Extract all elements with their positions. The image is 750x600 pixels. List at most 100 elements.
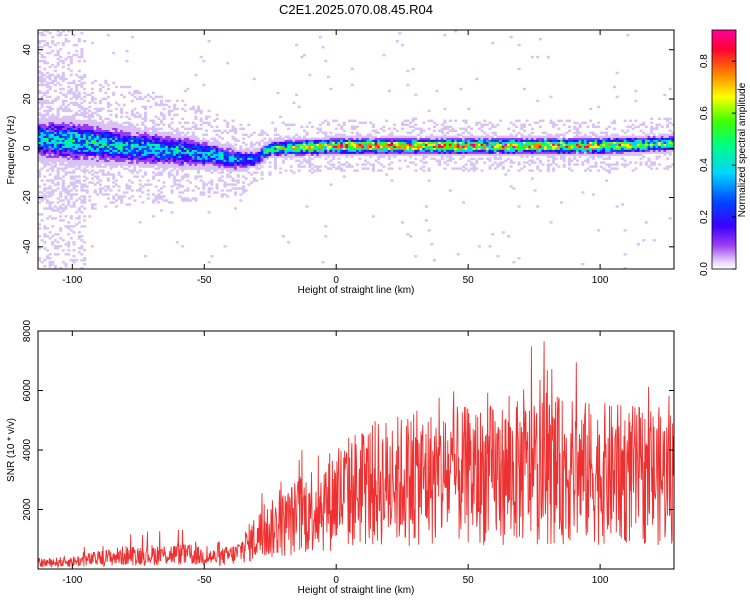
spectrogram-cell	[59, 149, 63, 152]
spectrogram-cell	[406, 141, 410, 144]
spectrogram-cell	[38, 197, 41, 200]
spectrogram-cell	[114, 163, 118, 166]
spectrogram-cell	[101, 121, 105, 124]
spectrogram-cell	[406, 57, 410, 61]
spectrogram-cell	[122, 127, 126, 130]
spectrogram-cell	[141, 145, 145, 148]
spectrogram-cell	[46, 145, 49, 148]
spectrogram-cell	[530, 159, 534, 162]
spectrogram-cell	[69, 61, 73, 65]
spectrogram-cell	[109, 119, 113, 122]
spectrogram-cell	[321, 45, 325, 49]
spectrogram-cell	[305, 147, 309, 150]
spectrogram-cell	[59, 245, 63, 248]
spectrogram-cell	[212, 161, 216, 164]
spectrogram-cell	[197, 161, 200, 164]
spectrogram-cell	[292, 155, 296, 158]
spectrogram-cell	[173, 163, 177, 166]
spectrogram-cell	[517, 67, 521, 71]
spectrogram-cell	[205, 155, 208, 158]
spectrogram-cell	[257, 163, 261, 166]
spectrogram-cell	[639, 153, 643, 156]
spectrogram-cell	[403, 139, 407, 142]
spectrogram-cell	[83, 257, 87, 260]
spectrogram-cell	[83, 189, 87, 192]
spectrogram-cell	[422, 155, 426, 158]
spectrogram-cell	[287, 139, 291, 142]
spectrogram-cell	[287, 141, 291, 144]
spectrogram-cell	[43, 131, 47, 134]
spectrogram-cell	[356, 141, 359, 144]
spectrogram-cell	[464, 163, 468, 166]
spectrogram-cell	[419, 137, 423, 140]
spectrogram-cell	[43, 34, 47, 37]
spectrogram-cell	[326, 139, 330, 142]
spectrogram-cell	[106, 127, 110, 130]
spectrogram-cell	[175, 179, 179, 182]
spectrogram-cell	[300, 141, 304, 144]
spectrogram-cell	[576, 127, 579, 130]
spectrogram-cell	[366, 153, 370, 156]
spectrogram-cell	[483, 119, 487, 122]
spectrogram-cell	[599, 151, 603, 154]
spectrogram-cell	[599, 149, 603, 152]
spectrogram-cell	[93, 97, 97, 101]
spectrogram-cell	[552, 161, 556, 164]
spectrogram-cell	[85, 145, 89, 148]
spectrogram-cell	[644, 163, 648, 166]
spectrogram-cell	[552, 157, 556, 160]
spectrogram-cell	[475, 77, 479, 81]
spectrogram-cell	[406, 69, 410, 73]
spectrogram-cell	[197, 157, 200, 160]
spectrogram-cell	[329, 183, 333, 186]
spectrogram-cell	[104, 153, 108, 156]
spectrogram-cell	[544, 149, 548, 152]
spectrogram-cell	[523, 143, 526, 146]
spectrogram-cell	[568, 149, 571, 152]
spectrogram-cell	[64, 57, 68, 61]
spectrogram-cell	[303, 165, 306, 168]
spectrogram-cell	[387, 155, 391, 158]
spectrogram-cell	[257, 159, 261, 162]
spectrogram-cell	[337, 165, 341, 168]
spectrogram-cell	[48, 141, 52, 144]
spectrogram-cell	[411, 153, 415, 156]
spectrogram-cell	[194, 153, 198, 156]
spectrogram-cell	[212, 149, 216, 152]
spectrogram-cell	[369, 151, 373, 154]
spectrogram-cell	[411, 151, 415, 154]
spectrogram-cell	[165, 165, 169, 168]
spectrogram-cell	[104, 117, 108, 120]
spectrogram-cell	[477, 127, 481, 130]
spectrogram-cell	[432, 151, 436, 154]
spectrogram-cell	[403, 145, 407, 148]
spectrogram-cell	[91, 41, 94, 45]
spectrogram-cell	[414, 135, 418, 138]
spectrogram-cell	[242, 127, 246, 130]
spectrogram-cell	[112, 143, 116, 146]
spectrogram-cell	[170, 121, 174, 124]
spectrogram-cell	[443, 125, 447, 128]
spectrogram-cell	[175, 129, 179, 132]
spectrogram-cell	[106, 141, 110, 144]
spectrogram-cell	[451, 127, 455, 130]
spectrogram-cell	[114, 113, 118, 117]
spectrogram-cell	[581, 163, 585, 166]
spectrogram-cell	[576, 135, 579, 138]
spectrogram-cell	[38, 115, 41, 118]
spectrogram-cell	[46, 119, 49, 122]
spectrogram-cell	[67, 141, 71, 144]
spectrogram-cell	[67, 119, 71, 122]
spectrogram-cell	[586, 151, 590, 154]
spectrogram-cell	[618, 137, 622, 140]
spectrogram-cell	[144, 107, 148, 111]
spectrogram-cell	[639, 149, 643, 152]
spectrogram-cell	[265, 157, 269, 160]
spectrogram-cell	[493, 133, 497, 136]
spectrogram-cell	[38, 259, 41, 262]
spectrogram-cell	[456, 143, 460, 146]
spectrogram-cell	[454, 147, 458, 150]
spectrogram-cell	[194, 125, 198, 128]
spectrogram-cell	[104, 137, 108, 140]
spectrogram-cell	[48, 185, 52, 188]
